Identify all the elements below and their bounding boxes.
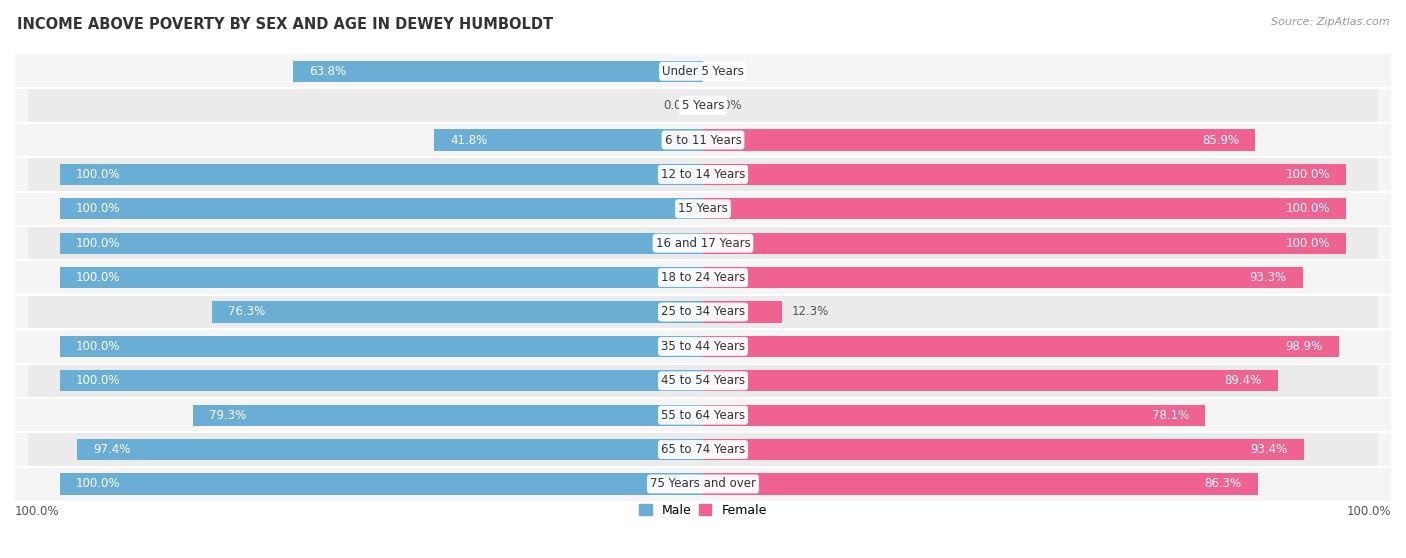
Text: 100.0%: 100.0% <box>1285 203 1330 215</box>
Text: 79.3%: 79.3% <box>209 408 246 422</box>
Bar <box>193 405 703 426</box>
Bar <box>60 473 703 494</box>
Bar <box>60 370 703 392</box>
Text: 100.0%: 100.0% <box>76 168 121 181</box>
Text: 100.0%: 100.0% <box>1285 168 1330 181</box>
Text: 100.0%: 100.0% <box>76 374 121 387</box>
Text: 12 to 14 Years: 12 to 14 Years <box>661 168 745 181</box>
Text: 98.9%: 98.9% <box>1285 340 1323 353</box>
Bar <box>703 129 1256 151</box>
Text: 65 to 74 Years: 65 to 74 Years <box>661 443 745 456</box>
Text: 0.0%: 0.0% <box>713 99 742 112</box>
Bar <box>60 163 703 185</box>
Bar <box>28 295 1378 329</box>
Bar <box>60 198 703 219</box>
Bar <box>28 466 1378 501</box>
Bar <box>703 336 1339 357</box>
Text: 16 and 17 Years: 16 and 17 Years <box>655 237 751 250</box>
Bar <box>60 233 703 254</box>
Bar <box>28 54 1378 89</box>
Bar <box>60 336 703 357</box>
Text: 97.4%: 97.4% <box>93 443 131 456</box>
Text: 75 Years and over: 75 Years and over <box>650 478 756 490</box>
Text: 18 to 24 Years: 18 to 24 Years <box>661 271 745 284</box>
Bar <box>434 129 703 151</box>
Text: 35 to 44 Years: 35 to 44 Years <box>661 340 745 353</box>
Bar <box>28 89 1378 123</box>
Text: 25 to 34 Years: 25 to 34 Years <box>661 305 745 319</box>
Bar <box>28 191 1378 226</box>
Bar <box>703 439 1303 460</box>
Text: 6 to 11 Years: 6 to 11 Years <box>665 133 741 147</box>
Bar <box>28 364 1378 398</box>
Text: 63.8%: 63.8% <box>309 65 346 78</box>
Text: 86.3%: 86.3% <box>1205 478 1241 490</box>
Text: 100.0%: 100.0% <box>15 506 59 518</box>
Bar <box>28 398 1378 432</box>
Text: 85.9%: 85.9% <box>1202 133 1239 147</box>
Text: INCOME ABOVE POVERTY BY SEX AND AGE IN DEWEY HUMBOLDT: INCOME ABOVE POVERTY BY SEX AND AGE IN D… <box>17 17 553 32</box>
Text: 100.0%: 100.0% <box>76 203 121 215</box>
Text: 0.0%: 0.0% <box>713 65 742 78</box>
Text: 15 Years: 15 Years <box>678 203 728 215</box>
Bar <box>703 301 782 323</box>
Bar <box>703 370 1278 392</box>
Bar <box>28 157 1378 191</box>
Text: Under 5 Years: Under 5 Years <box>662 65 744 78</box>
Text: 100.0%: 100.0% <box>76 271 121 284</box>
Text: 100.0%: 100.0% <box>1285 237 1330 250</box>
Text: 100.0%: 100.0% <box>76 340 121 353</box>
Bar <box>703 198 1346 219</box>
Bar <box>703 405 1205 426</box>
Bar <box>212 301 703 323</box>
Bar <box>60 267 703 288</box>
Text: Source: ZipAtlas.com: Source: ZipAtlas.com <box>1271 17 1389 27</box>
Bar <box>28 226 1378 261</box>
Bar <box>703 267 1303 288</box>
Text: 89.4%: 89.4% <box>1225 374 1261 387</box>
Bar <box>703 473 1258 494</box>
Text: 100.0%: 100.0% <box>1347 506 1391 518</box>
Text: 0.0%: 0.0% <box>664 99 693 112</box>
Text: 12.3%: 12.3% <box>792 305 830 319</box>
Text: 45 to 54 Years: 45 to 54 Years <box>661 374 745 387</box>
Text: 100.0%: 100.0% <box>76 237 121 250</box>
Bar <box>28 261 1378 295</box>
Text: 55 to 64 Years: 55 to 64 Years <box>661 408 745 422</box>
Bar <box>703 163 1346 185</box>
Bar <box>703 233 1346 254</box>
Bar <box>28 123 1378 157</box>
Text: 93.3%: 93.3% <box>1250 271 1286 284</box>
Text: 76.3%: 76.3% <box>228 305 266 319</box>
Legend: Male, Female: Male, Female <box>634 499 772 522</box>
Text: 78.1%: 78.1% <box>1152 408 1189 422</box>
Text: 100.0%: 100.0% <box>76 478 121 490</box>
Text: 41.8%: 41.8% <box>450 133 488 147</box>
Text: 5 Years: 5 Years <box>682 99 724 112</box>
Bar <box>292 61 703 82</box>
Bar <box>28 432 1378 466</box>
Bar <box>28 329 1378 364</box>
Text: 93.4%: 93.4% <box>1250 443 1288 456</box>
Bar <box>77 439 703 460</box>
